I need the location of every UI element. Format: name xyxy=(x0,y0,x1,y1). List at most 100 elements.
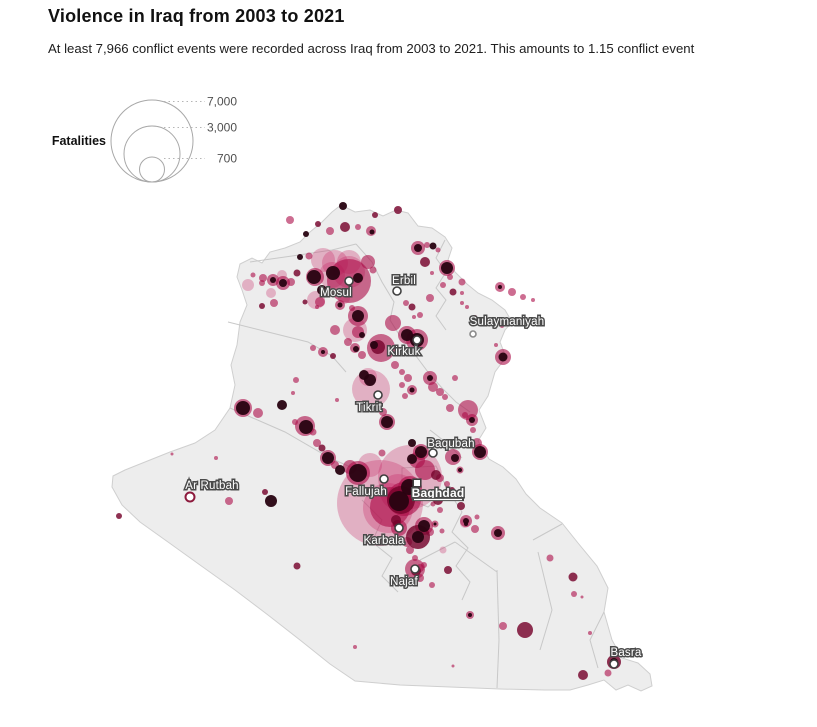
conflict-bubble[interactable] xyxy=(452,375,458,381)
city-marker-tikrit[interactable] xyxy=(373,390,383,400)
conflict-bubble[interactable] xyxy=(568,572,578,582)
conflict-bubble[interactable] xyxy=(443,441,449,447)
conflict-bubble[interactable] xyxy=(299,420,313,434)
conflict-bubble[interactable] xyxy=(473,315,477,319)
conflict-bubble[interactable] xyxy=(426,294,434,302)
conflict-bubble[interactable] xyxy=(427,375,433,381)
conflict-bubble[interactable] xyxy=(379,408,387,416)
conflict-bubble[interactable] xyxy=(414,244,422,252)
conflict-bubble[interactable] xyxy=(446,404,454,412)
conflict-bubble[interactable] xyxy=(293,377,299,383)
conflict-bubble[interactable] xyxy=(270,277,276,283)
conflict-bubble[interactable] xyxy=(335,465,345,475)
conflict-bubble[interactable] xyxy=(442,394,448,400)
conflict-bubble[interactable] xyxy=(420,257,430,267)
conflict-bubble[interactable] xyxy=(340,222,350,232)
conflict-bubble[interactable] xyxy=(394,206,402,214)
conflict-bubble[interactable] xyxy=(389,491,409,511)
conflict-bubble[interactable] xyxy=(361,255,375,269)
conflict-bubble[interactable] xyxy=(408,439,416,447)
conflict-bubble[interactable] xyxy=(407,454,417,464)
conflict-bubble[interactable] xyxy=(499,622,507,630)
conflict-bubble[interactable] xyxy=(250,272,256,278)
conflict-bubble[interactable] xyxy=(381,416,393,428)
conflict-bubble[interactable] xyxy=(378,449,386,457)
conflict-bubble[interactable] xyxy=(322,452,334,464)
conflict-bubble[interactable] xyxy=(401,329,413,341)
conflict-bubble[interactable] xyxy=(520,294,526,300)
conflict-bubble[interactable] xyxy=(571,591,577,597)
conflict-bubble[interactable] xyxy=(307,270,321,284)
conflict-bubble[interactable] xyxy=(494,343,498,347)
conflict-bubble[interactable] xyxy=(412,531,424,543)
city-marker-sulaymaniyah[interactable] xyxy=(469,330,477,338)
conflict-bubble[interactable] xyxy=(412,315,416,319)
conflict-bubble[interactable] xyxy=(352,310,364,322)
conflict-bubble[interactable] xyxy=(441,491,449,499)
conflict-bubble[interactable] xyxy=(326,227,334,235)
conflict-bubble[interactable] xyxy=(463,518,469,524)
conflict-bubble[interactable] xyxy=(170,452,174,456)
conflict-bubble[interactable] xyxy=(292,419,298,425)
conflict-bubble[interactable] xyxy=(441,262,453,274)
conflict-bubble[interactable] xyxy=(435,247,441,253)
conflict-bubble[interactable] xyxy=(416,574,424,582)
conflict-bubble[interactable] xyxy=(546,554,554,562)
conflict-bubble[interactable] xyxy=(472,438,482,448)
conflict-bubble[interactable] xyxy=(335,398,339,402)
conflict-bubble[interactable] xyxy=(310,345,316,351)
conflict-bubble[interactable] xyxy=(465,305,469,309)
conflict-bubble[interactable] xyxy=(315,221,321,227)
conflict-bubble[interactable] xyxy=(330,325,340,335)
conflict-bubble[interactable] xyxy=(253,408,263,418)
conflict-bubble[interactable] xyxy=(214,456,218,460)
conflict-bubble[interactable] xyxy=(458,278,466,286)
conflict-bubble[interactable] xyxy=(417,312,423,318)
conflict-bubble[interactable] xyxy=(412,555,418,561)
conflict-bubble[interactable] xyxy=(315,297,325,307)
conflict-bubble[interactable] xyxy=(429,582,435,588)
conflict-bubble[interactable] xyxy=(428,382,438,392)
conflict-bubble[interactable] xyxy=(259,303,265,309)
conflict-bubble[interactable] xyxy=(337,302,343,308)
conflict-bubble[interactable] xyxy=(353,273,363,283)
conflict-bubble[interactable] xyxy=(293,269,301,277)
conflict-bubble[interactable] xyxy=(415,446,427,458)
conflict-bubble[interactable] xyxy=(408,303,416,311)
conflict-bubble[interactable] xyxy=(457,502,465,510)
conflict-bubble[interactable] xyxy=(460,301,464,305)
conflict-bubble[interactable] xyxy=(444,566,452,574)
conflict-bubble[interactable] xyxy=(265,495,277,507)
conflict-bubble[interactable] xyxy=(447,274,453,280)
conflict-bubble[interactable] xyxy=(468,613,472,617)
conflict-bubble[interactable] xyxy=(370,341,378,349)
conflict-bubble[interactable] xyxy=(404,374,412,382)
conflict-bubble[interactable] xyxy=(277,400,287,410)
city-marker-karbala[interactable] xyxy=(394,523,404,533)
conflict-bubble[interactable] xyxy=(291,391,295,395)
conflict-bubble[interactable] xyxy=(317,285,327,295)
conflict-bubble[interactable] xyxy=(451,664,455,668)
conflict-bubble[interactable] xyxy=(429,242,437,250)
conflict-bubble[interactable] xyxy=(385,315,401,331)
conflict-bubble[interactable] xyxy=(430,271,434,275)
conflict-bubble[interactable] xyxy=(318,444,326,452)
city-marker-najaf[interactable] xyxy=(410,564,420,574)
city-marker-ar-rutbah[interactable] xyxy=(184,491,196,503)
conflict-bubble[interactable] xyxy=(462,412,468,418)
conflict-bubble[interactable] xyxy=(431,470,441,480)
conflict-bubble[interactable] xyxy=(293,562,301,570)
conflict-bubble[interactable] xyxy=(353,346,359,352)
conflict-bubble[interactable] xyxy=(508,288,516,296)
conflict-bubble[interactable] xyxy=(437,507,443,513)
city-marker-kirkuk[interactable] xyxy=(412,335,422,345)
conflict-bubble[interactable] xyxy=(339,202,347,210)
conflict-bubble[interactable] xyxy=(369,229,375,235)
conflict-bubble[interactable] xyxy=(402,393,408,399)
conflict-bubble[interactable] xyxy=(498,285,502,289)
conflict-bubble[interactable] xyxy=(449,288,457,296)
conflict-bubble[interactable] xyxy=(279,279,287,287)
conflict-bubble[interactable] xyxy=(321,350,325,354)
conflict-bubble[interactable] xyxy=(297,254,303,260)
conflict-bubble[interactable] xyxy=(305,252,313,260)
